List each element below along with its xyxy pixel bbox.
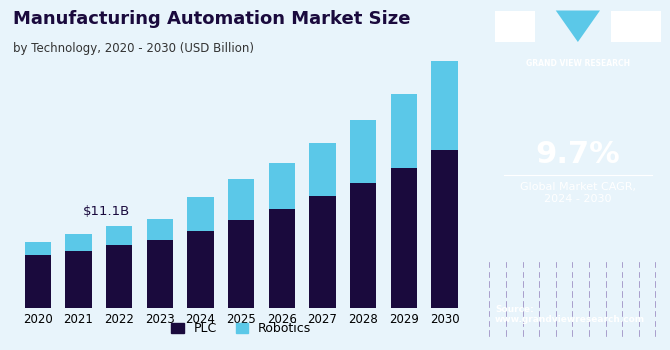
Bar: [269, 163, 295, 209]
Text: $11.1B: $11.1B: [83, 205, 131, 218]
Bar: [228, 219, 255, 308]
Bar: [147, 240, 173, 308]
Legend: PLC, Robotics: PLC, Robotics: [166, 317, 316, 341]
FancyBboxPatch shape: [611, 10, 661, 42]
Bar: [65, 251, 92, 308]
Bar: [188, 197, 214, 231]
Bar: [147, 219, 173, 240]
Bar: [228, 179, 255, 219]
Text: GRAND VIEW RESEARCH: GRAND VIEW RESEARCH: [526, 60, 630, 69]
Text: Manufacturing Automation Market Size: Manufacturing Automation Market Size: [13, 10, 411, 28]
Bar: [350, 183, 377, 308]
Bar: [310, 196, 336, 308]
Bar: [25, 255, 51, 308]
Bar: [391, 168, 417, 308]
Bar: [25, 242, 51, 255]
Bar: [431, 149, 458, 308]
Polygon shape: [556, 10, 600, 42]
Bar: [106, 226, 133, 245]
Text: Source:
www.grandviewresearch.com: Source: www.grandviewresearch.com: [495, 304, 645, 324]
Bar: [391, 94, 417, 168]
Text: by Technology, 2020 - 2030 (USD Billion): by Technology, 2020 - 2030 (USD Billion): [13, 42, 255, 55]
Bar: [106, 245, 133, 308]
Bar: [65, 234, 92, 251]
Text: 9.7%: 9.7%: [535, 140, 620, 169]
Bar: [188, 231, 214, 308]
Bar: [310, 143, 336, 196]
Bar: [269, 209, 295, 308]
Bar: [350, 120, 377, 183]
FancyBboxPatch shape: [495, 10, 535, 42]
Text: Global Market CAGR,
2024 - 2030: Global Market CAGR, 2024 - 2030: [520, 182, 636, 204]
Bar: [431, 61, 458, 149]
